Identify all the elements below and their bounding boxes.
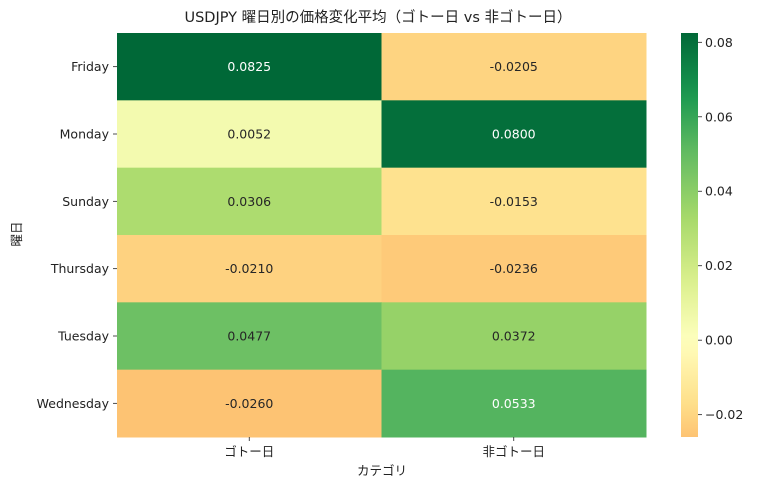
heatmap-cells: 0.0825 -0.0205 0.0052 0.0800 0.0306 -0.0153 -0… bbox=[117, 33, 647, 438]
cell-value-label: 0.0372 bbox=[492, 329, 536, 344]
heatmap-cell bbox=[381, 100, 647, 169]
y-tick-label: Thursday bbox=[50, 261, 110, 276]
heatmap-cell bbox=[117, 235, 382, 303]
cell-value-label: 0.0825 bbox=[227, 59, 271, 74]
heatmap-cell bbox=[381, 235, 647, 303]
cell-value-label: 0.0477 bbox=[227, 329, 271, 344]
colorbar-tick-label: −0.02 bbox=[705, 407, 743, 422]
heatmap-cell bbox=[381, 167, 647, 236]
y-tick-label: Monday bbox=[60, 127, 110, 142]
colorbar-tick-label: 0.08 bbox=[705, 35, 733, 50]
x-tick-label: 非ゴトー日 bbox=[482, 444, 545, 459]
colorbar bbox=[681, 33, 698, 437]
cell-value-label: -0.0205 bbox=[490, 59, 538, 74]
y-tick-label: Friday bbox=[71, 59, 109, 74]
x-axis-label: カテゴリ bbox=[357, 463, 407, 478]
y-tick-labels: Friday Monday Sunday Thursday Tuesday Wednesd… bbox=[37, 59, 117, 411]
heatmap-cell bbox=[381, 302, 647, 371]
y-axis-label: 曜日 bbox=[9, 221, 24, 246]
cell-value-label: -0.0153 bbox=[490, 194, 538, 209]
y-tick-label: Sunday bbox=[62, 194, 109, 209]
colorbar-tick-label: 0.02 bbox=[705, 258, 733, 273]
colorbar-tick-label: 0.04 bbox=[705, 184, 733, 199]
colorbar-tick-label: 0.06 bbox=[705, 109, 733, 124]
cell-value-label: -0.0210 bbox=[225, 261, 273, 276]
cell-value-label: 0.0533 bbox=[492, 396, 536, 411]
cell-value-label: 0.0800 bbox=[492, 127, 536, 142]
x-tick-labels: ゴトー日 非ゴトー日 bbox=[224, 437, 545, 459]
heatmap-cell bbox=[117, 100, 382, 169]
cell-value-label: -0.0236 bbox=[490, 261, 538, 276]
heatmap-cell bbox=[381, 369, 647, 438]
colorbar-ticks: 0.08 0.06 0.04 0.02 0.00 −0.02 bbox=[698, 35, 743, 422]
colorbar-tick-label: 0.00 bbox=[705, 333, 733, 348]
heatmap-cell bbox=[381, 33, 647, 101]
y-tick-label: Wednesday bbox=[37, 396, 110, 411]
chart-title: USDJPY 曜日別の価格変化平均（ゴトー日 vs 非ゴトー日） bbox=[184, 8, 571, 26]
heatmap-cell bbox=[117, 302, 382, 371]
y-tick-label: Tuesday bbox=[57, 329, 109, 344]
x-tick-label: ゴトー日 bbox=[224, 444, 274, 459]
heatmap-cell bbox=[117, 167, 382, 236]
heatmap-cell bbox=[117, 369, 382, 438]
heatmap-cell bbox=[117, 33, 382, 101]
cell-value-label: -0.0260 bbox=[225, 396, 273, 411]
cell-value-label: 0.0052 bbox=[227, 127, 271, 142]
cell-value-label: 0.0306 bbox=[227, 194, 271, 209]
